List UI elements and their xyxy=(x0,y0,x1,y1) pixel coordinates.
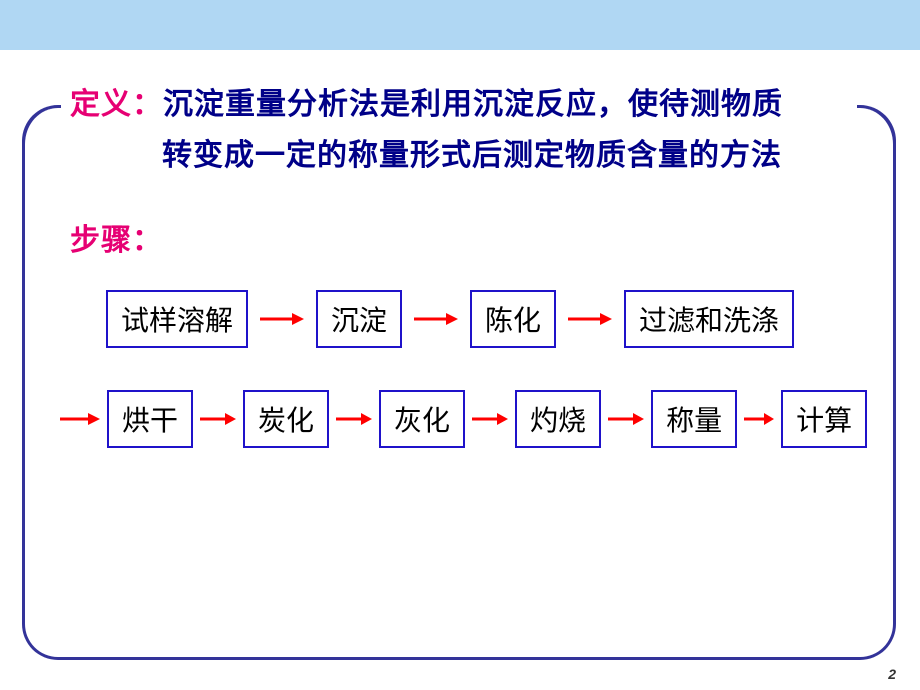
arrow-icon xyxy=(414,310,458,328)
steps-label: 步骤： xyxy=(70,215,870,259)
definition-text-1: 沉淀重量分析法是利用沉淀反应，使待测物质 xyxy=(163,88,783,121)
definition-line-1: 定义：沉淀重量分析法是利用沉淀反应，使待测物质 xyxy=(70,82,870,129)
arrow-icon xyxy=(336,410,372,428)
arrow-icon xyxy=(744,410,774,428)
flow-node: 灼烧 xyxy=(515,390,601,448)
flow-node: 灰化 xyxy=(379,390,465,448)
arrow-icon xyxy=(200,410,236,428)
page-number: 2 xyxy=(888,666,896,682)
arrow-icon xyxy=(260,310,304,328)
flow-node: 陈化 xyxy=(470,290,556,348)
flow-node: 计算 xyxy=(781,390,867,448)
flow-row-1: 试样溶解 沉淀 陈化 过滤和洗涤 xyxy=(106,290,880,348)
arrow-icon xyxy=(60,410,100,428)
arrow-icon xyxy=(568,310,612,328)
arrow-icon xyxy=(608,410,644,428)
flow-node: 烘干 xyxy=(107,390,193,448)
flow-node: 试样溶解 xyxy=(106,290,248,348)
definition-label: 定义： xyxy=(70,88,163,121)
flow-row-2: 烘干 炭化 灰化 灼烧 称量 计算 xyxy=(60,390,880,448)
flow-node: 过滤和洗涤 xyxy=(624,290,794,348)
flow-node: 炭化 xyxy=(243,390,329,448)
content-area: 定义：沉淀重量分析法是利用沉淀反应，使待测物质 转变成一定的称量形式后测定物质含… xyxy=(70,82,870,259)
flow-node: 沉淀 xyxy=(316,290,402,348)
arrow-icon xyxy=(472,410,508,428)
header-bar xyxy=(0,0,920,50)
definition-text-2: 转变成一定的称量形式后测定物质含量的方法 xyxy=(162,133,870,180)
flow-node: 称量 xyxy=(651,390,737,448)
flowchart: 试样溶解 沉淀 陈化 过滤和洗涤 烘干 炭化 灰化 灼烧 称量 计算 xyxy=(60,290,880,490)
